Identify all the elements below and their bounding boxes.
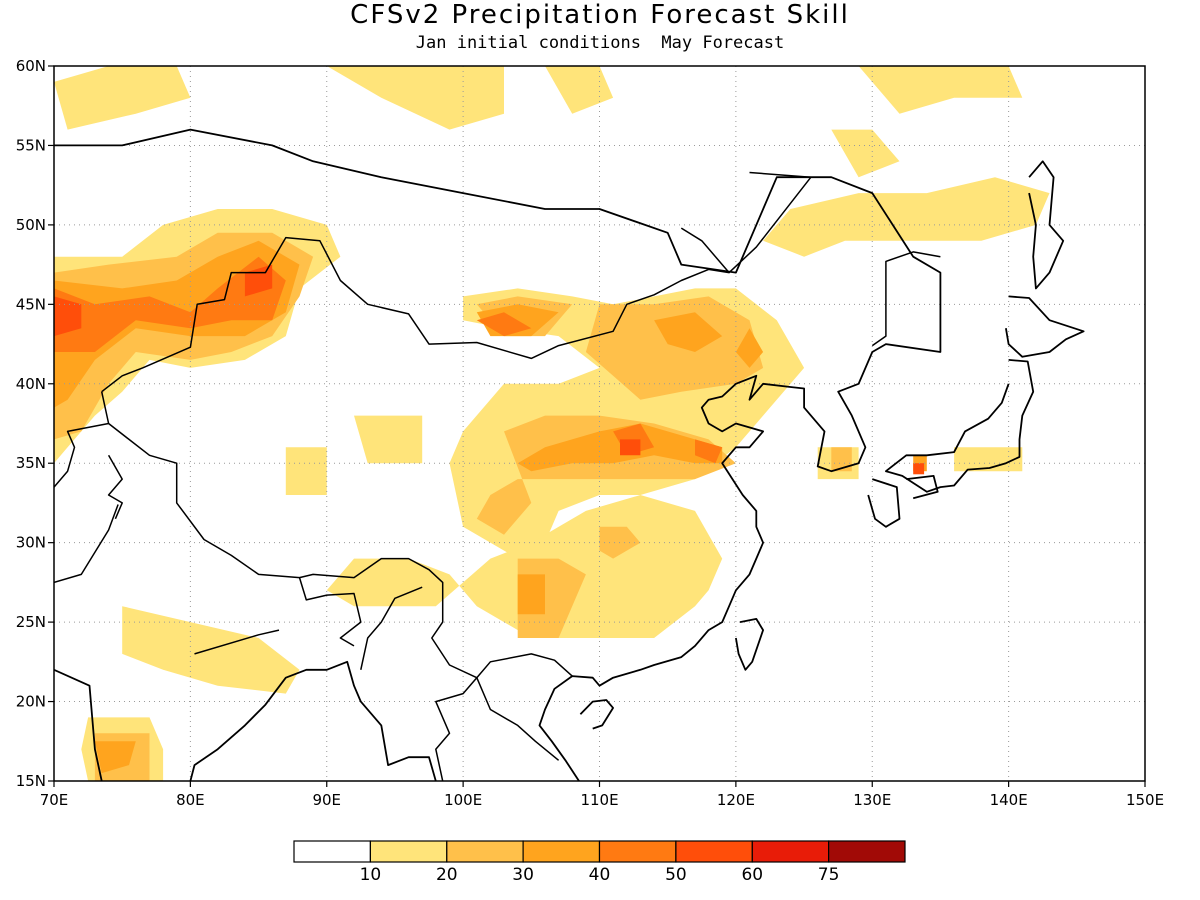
y-tick-label-60: 60N <box>16 57 46 75</box>
coastline-6 <box>867 478 901 528</box>
legend-label-10: 10 <box>360 865 382 885</box>
skill-region-30-6 <box>94 741 136 774</box>
legend-swatch-7 <box>827 840 906 863</box>
skill-region-10-11 <box>122 606 300 694</box>
legend-label-20: 20 <box>436 865 458 885</box>
y-tick-label-20: 20N <box>16 693 46 711</box>
border-6 <box>298 577 362 647</box>
x-tick-label-120: 120E <box>717 791 755 809</box>
map-subtitle: Jan initial conditions May Forecast <box>415 33 785 53</box>
x-tick-label-110: 110E <box>580 791 618 809</box>
y-tick-label-50: 50N <box>16 216 46 234</box>
border-4 <box>54 422 109 488</box>
border-3 <box>100 391 573 679</box>
skill-region-30-2 <box>654 312 723 352</box>
legend-label-75: 75 <box>818 865 840 885</box>
x-tick-label-100: 100E <box>444 791 482 809</box>
skill-region-10-6 <box>763 177 1050 257</box>
border-1 <box>728 171 812 274</box>
legend-swatch-3 <box>522 840 601 863</box>
legend-label-60: 60 <box>741 865 763 885</box>
skill-region-10-9 <box>285 447 327 495</box>
coastline-2 <box>189 660 437 781</box>
legend-label-50: 50 <box>665 865 687 885</box>
x-tick-label-90: 90E <box>312 791 341 809</box>
x-tick-label-80: 80E <box>176 791 205 809</box>
border-5 <box>107 454 123 520</box>
y-tick-label-40: 40N <box>16 375 46 393</box>
skill-region-10-8 <box>354 415 423 464</box>
x-tick-label-150: 150E <box>1126 791 1164 809</box>
x-tick-label-140: 140E <box>990 791 1028 809</box>
border-8 <box>435 677 478 781</box>
skill-region-10-7 <box>831 129 900 178</box>
legend-label-30: 30 <box>512 865 534 885</box>
legend-label-40: 40 <box>589 865 611 885</box>
skill-region-40-1 <box>476 312 532 337</box>
skill-region-10-14 <box>954 447 1023 472</box>
skill-region-10-3 <box>858 66 1023 114</box>
coastlines <box>54 128 1085 900</box>
y-tick-label-15: 15N <box>16 772 46 790</box>
legend-swatch-1 <box>369 840 448 863</box>
coastline-1 <box>54 668 103 781</box>
map-title: CFSv2 Precipitation Forecast Skill <box>350 0 850 30</box>
coastline-9 <box>579 699 614 730</box>
color-legend: 10 20 30 40 50 60 75 <box>293 840 906 885</box>
border-2 <box>871 251 941 347</box>
border-7 <box>360 586 423 670</box>
legend-swatch-0 <box>293 840 372 863</box>
skill-region-50-3 <box>913 463 925 475</box>
skill-region-20-7 <box>831 447 852 472</box>
skill-region-50-0 <box>54 296 82 337</box>
skill-region-40-3 <box>695 439 723 464</box>
legend-swatch-6 <box>751 840 830 863</box>
legend-swatch-4 <box>598 840 677 863</box>
coastline-10 <box>190 862 215 900</box>
legend-swatch-2 <box>446 840 524 863</box>
skill-region-20-2 <box>585 296 764 400</box>
y-tick-label-45: 45N <box>16 295 46 313</box>
x-tick-label-130: 130E <box>853 791 891 809</box>
skill-region-30-3 <box>735 328 764 368</box>
border-10 <box>54 504 119 584</box>
skill-region-30-5 <box>517 574 545 615</box>
border-0 <box>101 227 730 393</box>
coastline-8 <box>735 618 764 671</box>
coastline-3 <box>1028 160 1065 290</box>
x-tick-label-70: 70E <box>40 791 69 809</box>
skill-region-50-2 <box>620 439 641 456</box>
x-axis: 70E 80E 90E 100E 110E 120E 130E 140E 150E <box>40 781 1164 809</box>
coastline-7 <box>906 474 939 500</box>
coastline-0 <box>54 128 942 781</box>
y-tick-label-30: 30N <box>16 534 46 552</box>
skill-shading <box>54 66 1050 781</box>
coastline-5 <box>885 359 1035 493</box>
skill-region-10-0 <box>54 66 191 130</box>
y-tick-label-55: 55N <box>16 136 46 154</box>
skill-region-10-2 <box>545 66 614 114</box>
y-tick-label-25: 25N <box>16 613 46 631</box>
border-9 <box>476 677 560 761</box>
border-11 <box>194 629 280 655</box>
skill-region-10-1 <box>326 66 504 130</box>
coastline-4 <box>1005 295 1085 358</box>
y-axis: 15N 20N 25N 30N 35N 40N 45N 50N 55N 60N <box>16 57 54 790</box>
legend-swatch-5 <box>675 840 753 863</box>
skill-region-30-4 <box>517 423 723 472</box>
y-tick-label-35: 35N <box>16 454 46 472</box>
